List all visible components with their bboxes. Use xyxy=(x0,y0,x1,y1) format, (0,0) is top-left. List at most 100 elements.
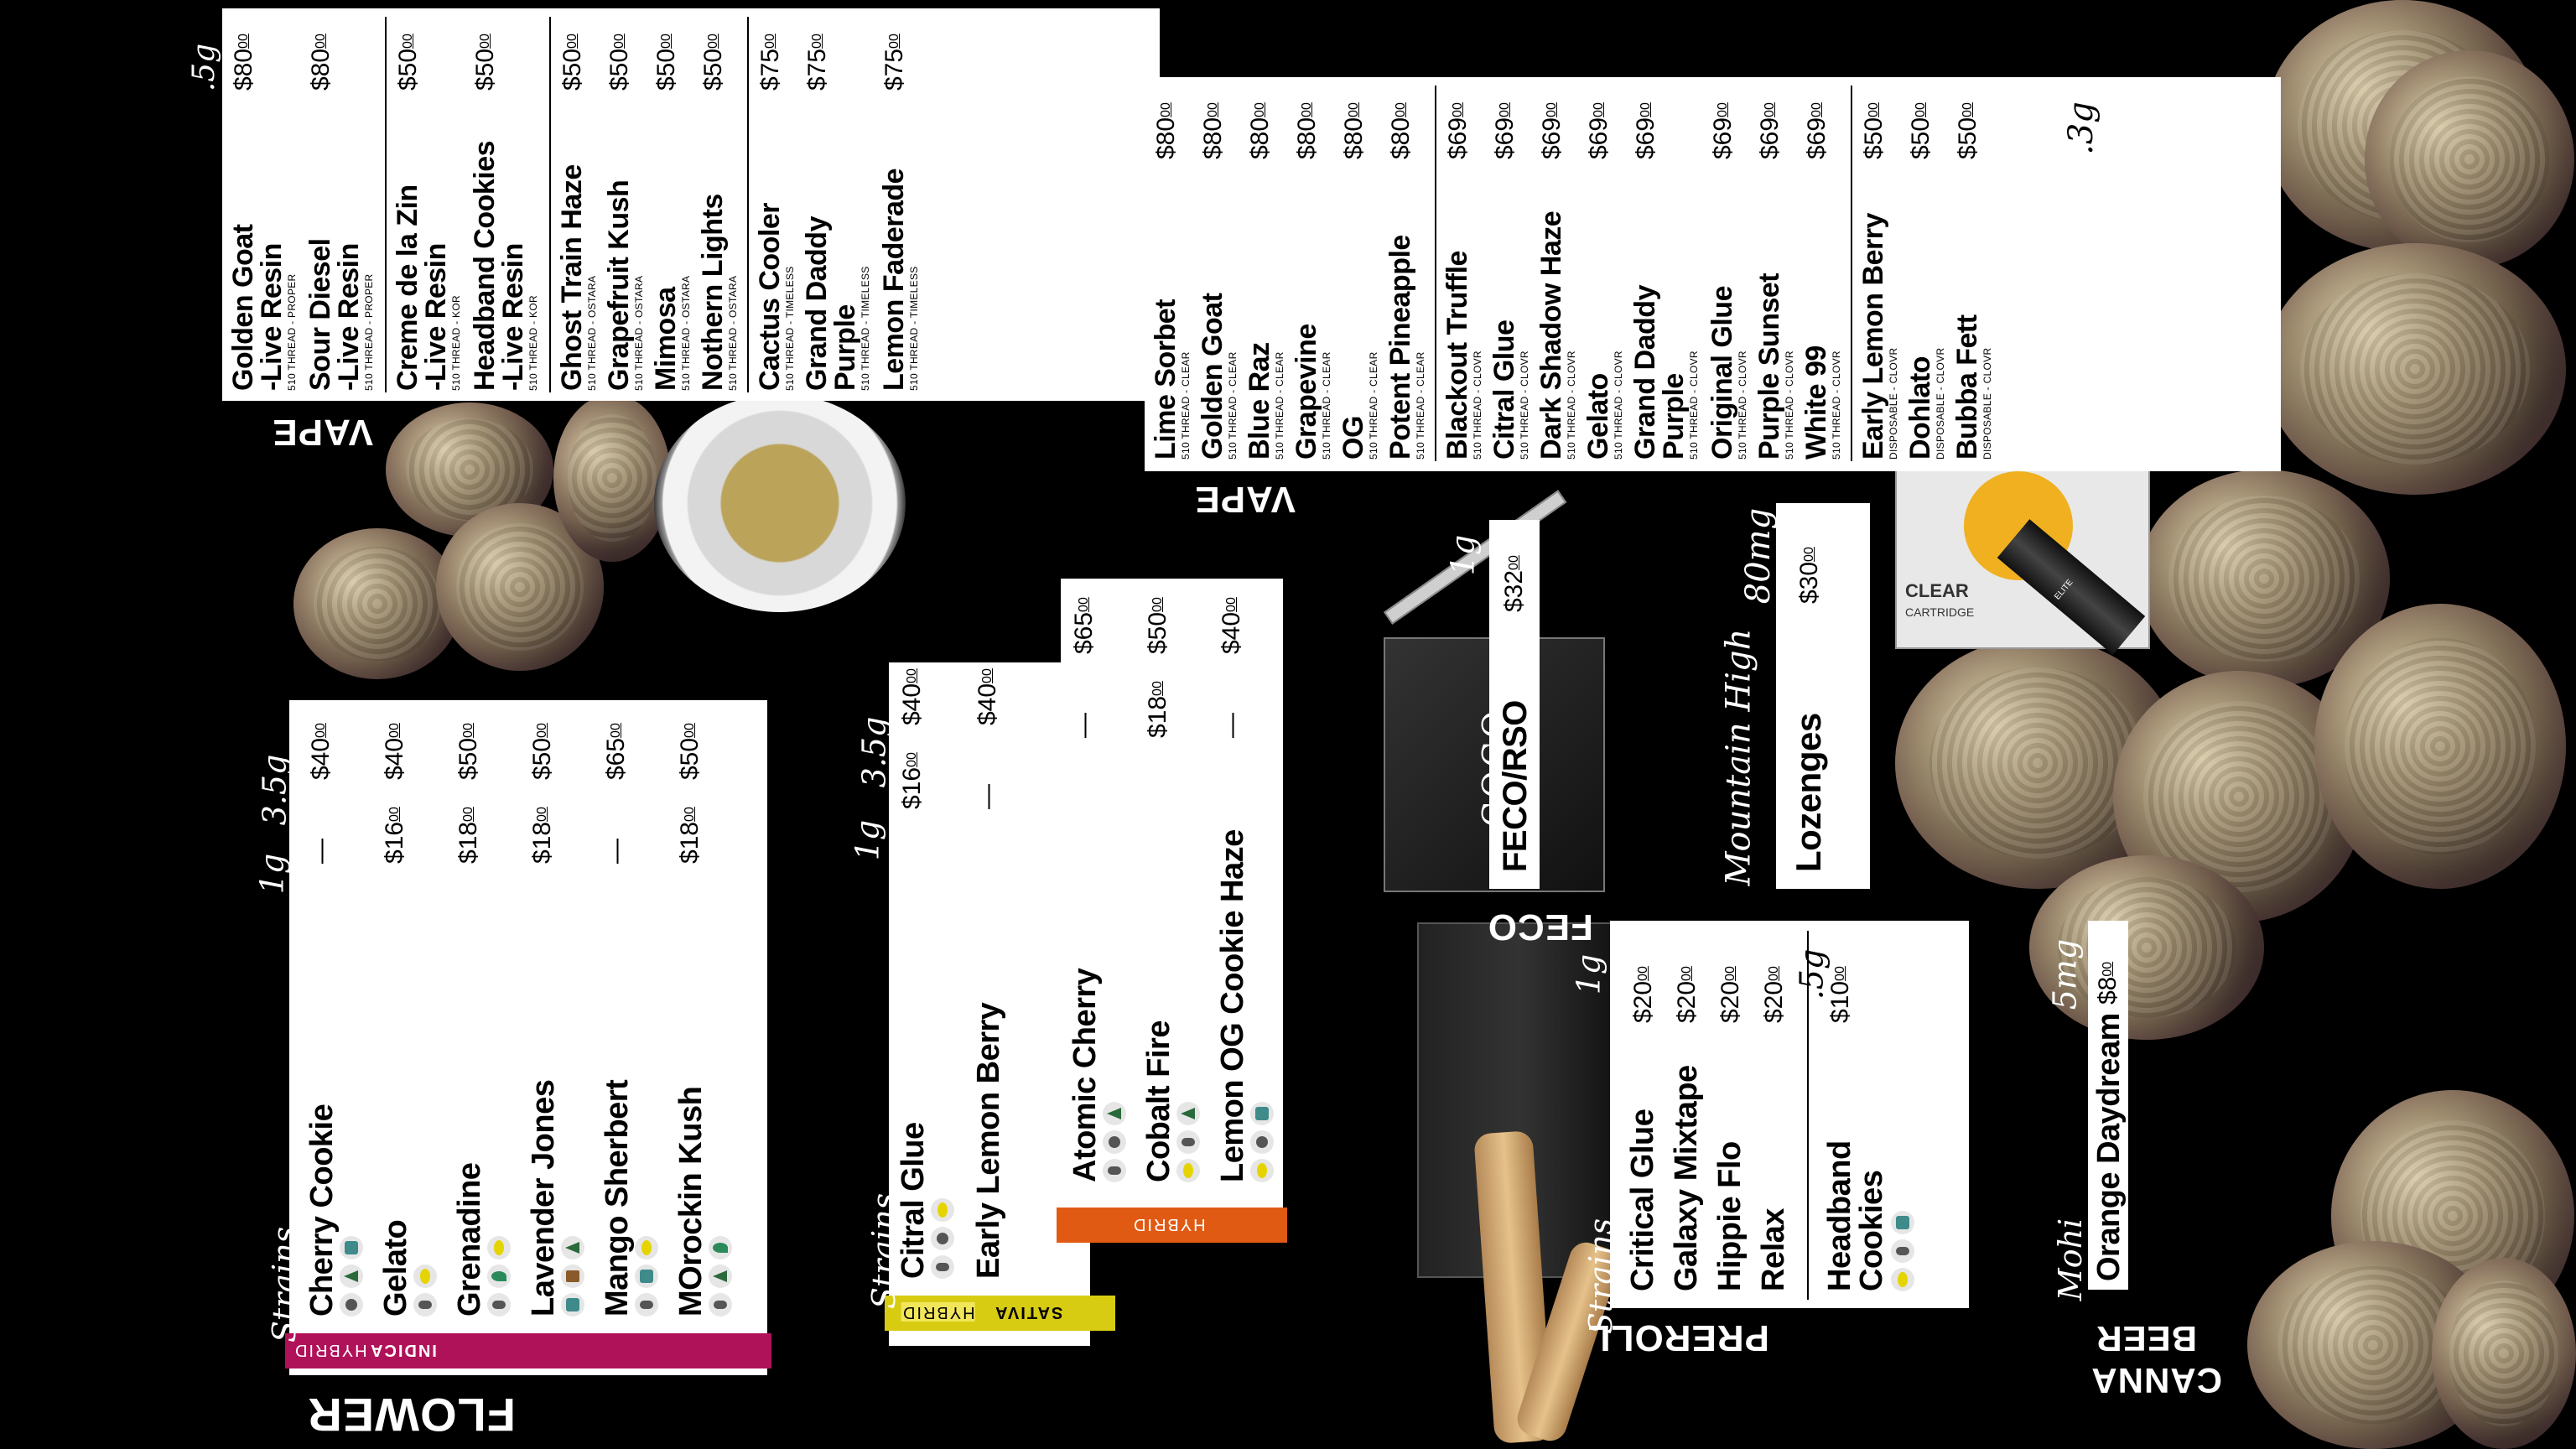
product-sub: 510 THREAD - OSTARA xyxy=(680,275,692,391)
price-cents: 00 xyxy=(565,34,579,49)
price-cents: 00 xyxy=(1867,102,1881,117)
price-value: $50 xyxy=(605,48,633,91)
price-cents: 00 xyxy=(1253,102,1267,117)
menu-item: Creme de la Zin -Live Resin 510 THREAD - K… xyxy=(392,8,465,401)
price-cents: 00 xyxy=(535,807,549,822)
leaf-icon xyxy=(709,1236,732,1259)
price-cents: 00 xyxy=(387,807,402,822)
preroll-price: $2000 xyxy=(1760,966,1788,1023)
flower-tag-bar: INDICA HYBRID xyxy=(285,1333,771,1368)
product-name: Lime Sorbet xyxy=(1150,299,1182,460)
product-name: Nothern Lights xyxy=(697,194,729,391)
price-35g: $6500 xyxy=(1070,597,1098,654)
menu-item: Lemon OG Cookie Haze — $4000 xyxy=(1215,587,1291,1208)
lemon-icon xyxy=(487,1236,511,1259)
price-value: $80 xyxy=(230,48,257,91)
price-1g: $1800 xyxy=(454,807,482,864)
menu-item: White 99 510 THREAD - CLOVR $6900 xyxy=(1800,77,1844,470)
price-value: $50 xyxy=(471,48,499,91)
price-value: $20 xyxy=(1629,980,1657,1023)
price-1g: $1600 xyxy=(898,752,926,809)
product-name: Sour Diesel -Live Resin xyxy=(304,238,365,391)
group-divider xyxy=(549,17,551,392)
cartridge-badge-label: ELITE xyxy=(2053,578,2075,602)
edible-price: $3000 xyxy=(1795,547,1823,604)
cartridge-type-label: CARTRIDGE xyxy=(1905,605,1975,619)
strain-name: Lavender Jones xyxy=(526,1079,561,1317)
price-value: $80 xyxy=(1246,117,1274,159)
feco-panel xyxy=(1489,520,1540,889)
price-value: $18 xyxy=(676,821,704,864)
price-1g: $1600 xyxy=(381,807,408,864)
price-35g: $5000 xyxy=(454,723,482,780)
product-sub: 510 THREAD - CLOVR xyxy=(1472,351,1483,460)
product-price: $8000 xyxy=(1387,102,1415,159)
hybrid-content: Atomic Cherry — $6500 Cobalt Fire $1800 $5000… xyxy=(1061,587,1283,1208)
price-value: $18 xyxy=(1144,695,1171,738)
price-cents: 00 xyxy=(905,668,919,683)
preroll-content: Critical Glue $2000 Galaxy Mixtape $2000 Hip… xyxy=(1610,921,1969,1308)
price-value: $16 xyxy=(381,821,408,864)
price-cents: 00 xyxy=(461,807,475,822)
price-value: $40 xyxy=(1218,611,1245,654)
product-price: $6900 xyxy=(1444,102,1472,159)
canna-beer-content: Orange Daydream $800 xyxy=(2088,921,2128,1290)
price-cents: 00 xyxy=(1394,102,1408,117)
price-35g: $6500 xyxy=(602,723,630,780)
concentrate-jar-image xyxy=(654,394,906,612)
product-price: $5000 xyxy=(394,34,422,91)
price-cents: 00 xyxy=(1206,102,1220,117)
price-value: $50 xyxy=(528,737,556,780)
price-cents: 00 xyxy=(1592,102,1606,117)
cartridge-brand-label: CLEAR xyxy=(1905,580,1969,601)
no-price-dash: — xyxy=(974,784,1001,809)
edible-size-label: 80mg xyxy=(1739,507,1779,605)
menu-item: Ghost Train Haze 510 THREAD - OSTARA $5000 xyxy=(556,8,600,401)
menu-item: Cherry Cookie — $4000 xyxy=(304,700,380,1333)
moon-icon xyxy=(1103,1130,1126,1154)
product-name: Headband Cookies -Live Resin xyxy=(469,140,529,391)
product-price: $5000 xyxy=(605,34,633,91)
menu-item: Purple Sunset 510 THREAD - CLOVR $6900 xyxy=(1753,77,1797,470)
product-name: Potent Pineapple xyxy=(1384,235,1416,460)
sativa-strains-label: Strains xyxy=(865,1192,903,1310)
price-1g: $1800 xyxy=(1144,681,1171,738)
bulb-icon xyxy=(635,1293,658,1317)
price-cents: 00 xyxy=(1451,102,1465,117)
product-name: Mimosa xyxy=(650,287,682,391)
price-value: $50 xyxy=(1144,611,1171,654)
price-value: $50 xyxy=(652,48,680,91)
product-sub: 510 THREAD - CLOVR xyxy=(1613,351,1624,460)
product-price: $8000 xyxy=(1152,102,1180,159)
product-name: Creme de la Zin -Live Resin xyxy=(392,184,452,391)
moon-icon xyxy=(340,1293,363,1317)
feco-heading: FECO xyxy=(1487,906,1593,948)
product-sub: 510 THREAD - TIMELESS xyxy=(908,266,920,391)
vape-right-size2-label: .3g xyxy=(2061,101,2101,155)
canna-beer-panel xyxy=(2088,921,2128,1290)
menu-item: Grapevine 510 THREAD - CLEAR $8000 xyxy=(1291,77,1334,470)
strain-icons xyxy=(1103,1097,1126,1182)
price-1g: $1800 xyxy=(676,807,704,864)
strain-name: Cobalt Fire xyxy=(1141,1021,1176,1182)
menu-item: Sour Diesel -Live Resin 510 THREAD - PROPE… xyxy=(304,8,378,401)
preroll-strains-label: Strains xyxy=(1582,1218,1620,1335)
product-price: $5000 xyxy=(1907,102,1935,159)
edible-name: Lozenges xyxy=(1789,713,1828,872)
price-value: $69 xyxy=(1803,117,1831,159)
lemon-icon xyxy=(1250,1159,1274,1182)
product-sub: DISPOSABLE - CLOVR xyxy=(1935,347,1946,460)
price-value: $50 xyxy=(676,737,704,780)
price-value: $40 xyxy=(898,683,926,725)
product-sub: 510 THREAD - CLOVR xyxy=(1737,351,1748,460)
menu-item: Blackout Truffle 510 THREAD - CLOVR $6900 xyxy=(1441,77,1485,470)
strain-icons xyxy=(635,1231,658,1317)
hybrid-tag: HYBRID xyxy=(1132,1215,1206,1233)
price-value: $65 xyxy=(602,737,630,780)
price-35g: $4000 xyxy=(381,723,408,780)
menu-item: Original Glue 510 THREAD - CLOVR $6900 xyxy=(1706,77,1750,470)
product-price: $8000 xyxy=(1293,102,1321,159)
wood-icon xyxy=(561,1265,584,1288)
price-value: $80 xyxy=(1199,117,1227,159)
vape-left-panel xyxy=(222,8,1160,401)
